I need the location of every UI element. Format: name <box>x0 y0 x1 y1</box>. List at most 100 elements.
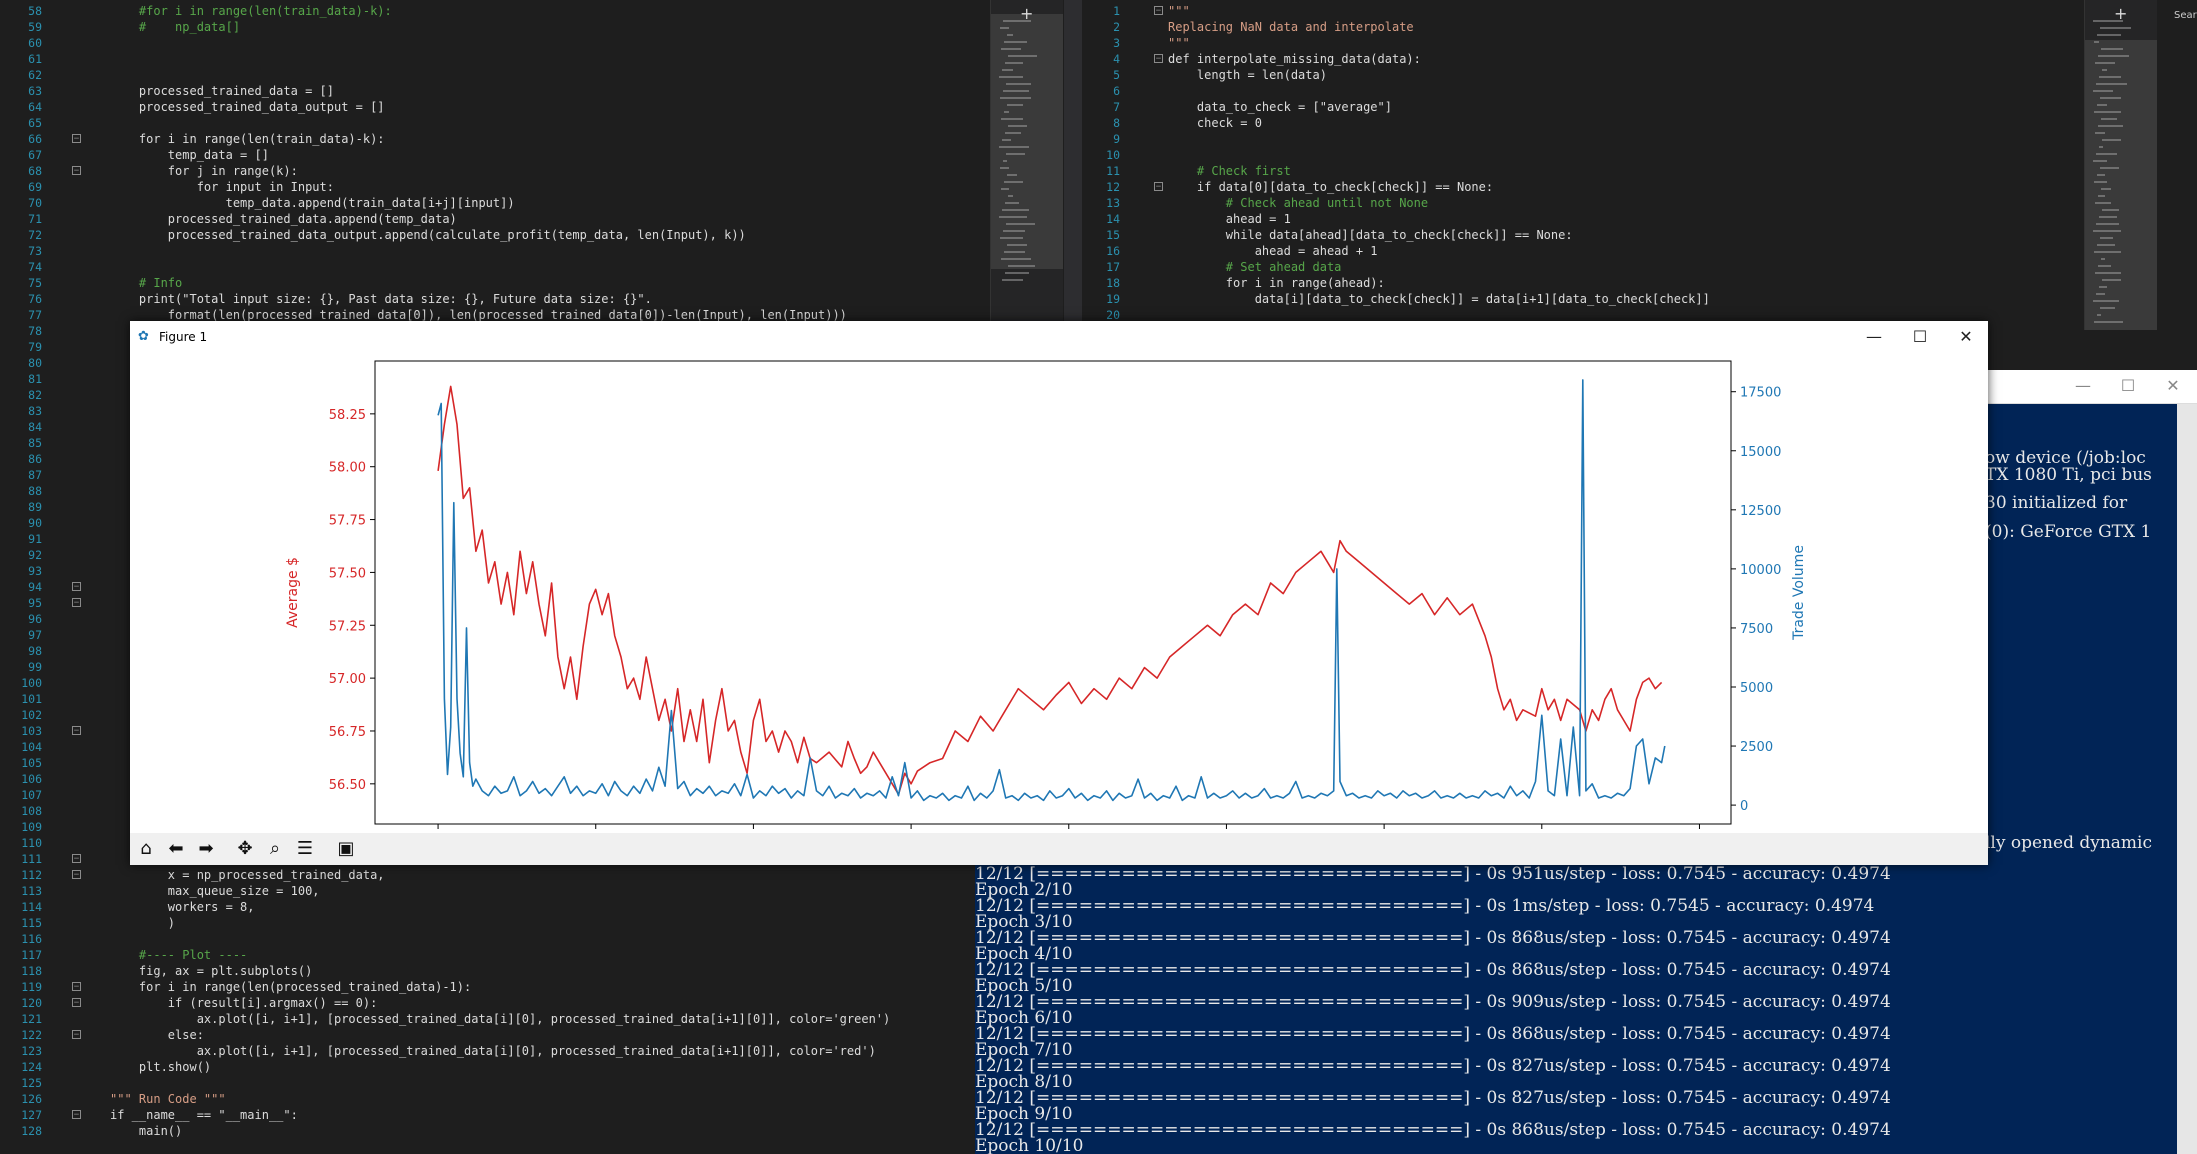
code-line[interactable]: 1 − """ <box>1090 3 2158 19</box>
code-line[interactable]: 75 # Info <box>0 275 1090 291</box>
code-line[interactable]: 127 − if __name__ == "__main__": <box>0 1107 1090 1123</box>
maximize-icon[interactable]: ☐ <box>2120 376 2136 395</box>
code-line[interactable]: 64 processed_trained_data_output = [] <box>0 99 1090 115</box>
fold-toggle-icon[interactable]: − <box>72 582 81 592</box>
code-line[interactable]: 77 format(len(processed_trained_data[0])… <box>0 307 1090 323</box>
code-line[interactable]: 20 <box>1090 307 2158 323</box>
code-line[interactable]: 8 check = 0 <box>1090 115 2158 131</box>
code-line[interactable]: 12 − if data[0][data_to_check[check]] == … <box>1090 179 2158 195</box>
code-line[interactable]: 118 fig, ax = plt.subplots() <box>0 963 1090 979</box>
code-line[interactable]: 115 ) <box>0 915 1090 931</box>
zoom-icon[interactable]: ⌕ <box>269 838 281 859</box>
code-line[interactable]: 4 − def interpolate_missing_data(data): <box>1090 51 2158 67</box>
code-line[interactable]: 76 print("Total input size: {}, Past dat… <box>0 291 1090 307</box>
fold-toggle-icon[interactable]: − <box>72 166 81 176</box>
fold-toggle-icon[interactable]: − <box>72 854 81 864</box>
code-line[interactable]: 5 length = len(data) <box>1090 67 2158 83</box>
code-line[interactable]: 108 <box>0 803 1090 819</box>
fold-toggle-icon[interactable]: − <box>1154 6 1163 16</box>
code-line[interactable]: 70 temp_data.append(train_data[i+j][inpu… <box>0 195 1090 211</box>
forward-icon[interactable]: ➡ <box>198 838 214 859</box>
code-line[interactable]: 15 while data[ahead][data_to_check[check… <box>1090 227 2158 243</box>
code-editor-right[interactable]: 1− """ 2 Replacing NaN data and interpolate… <box>1090 0 2158 330</box>
code-line[interactable]: 116 <box>0 931 1090 947</box>
code-line[interactable]: 72 processed_trained_data_output.append(… <box>0 227 1090 243</box>
code-line[interactable]: 109 <box>0 819 1090 835</box>
code-line[interactable]: 106 <box>0 771 1090 787</box>
back-icon[interactable]: ⬅ <box>168 838 184 859</box>
code-line[interactable]: 96 <box>0 611 1090 627</box>
fold-toggle-icon[interactable]: − <box>72 982 81 992</box>
maximize-icon[interactable]: ☐ <box>1912 327 1928 346</box>
code-line[interactable]: 66 − for i in range(len(train_data)-k): <box>0 131 1090 147</box>
code-line[interactable]: 93 <box>0 563 1090 579</box>
figure-titlebar[interactable]: ✿ Figure 1 — ☐ ✕ <box>130 321 1988 353</box>
close-icon[interactable]: ✕ <box>1959 327 1973 346</box>
fold-toggle-icon[interactable]: − <box>1154 182 1163 192</box>
minimap-thumb[interactable] <box>2085 40 2157 330</box>
code-line[interactable]: 103 − <box>0 723 1090 739</box>
home-icon[interactable]: ⌂ <box>140 838 152 859</box>
code-line[interactable]: 68 − for j in range(k): <box>0 163 1090 179</box>
code-minimap[interactable] <box>2084 0 2157 330</box>
code-line[interactable]: 71 processed_trained_data.append(temp_da… <box>0 211 1090 227</box>
code-line[interactable]: 95 − <box>0 595 1090 611</box>
code-line[interactable]: 69 for input in Input: <box>0 179 1090 195</box>
code-line[interactable]: 65 <box>0 115 1090 131</box>
save-icon[interactable]: ▣ <box>337 838 355 859</box>
code-line[interactable]: 107 <box>0 787 1090 803</box>
fold-toggle-icon[interactable]: − <box>72 726 81 736</box>
code-line[interactable]: 101 <box>0 691 1090 707</box>
code-line[interactable]: 78 <box>0 323 1090 339</box>
fold-toggle-icon[interactable]: − <box>72 870 81 880</box>
search-box[interactable]: Sear <box>2174 10 2197 21</box>
code-line[interactable]: 3 """ <box>1090 35 2158 51</box>
terminal-scrollbar[interactable] <box>2177 404 2197 1154</box>
code-line[interactable]: 13 # Check ahead until not None <box>1090 195 2158 211</box>
code-line[interactable]: 112 − x = np_processed_trained_data, <box>0 867 1090 883</box>
code-line[interactable]: 14 ahead = 1 <box>1090 211 2158 227</box>
fold-toggle-icon[interactable]: − <box>72 598 81 608</box>
code-line[interactable]: 128 main() <box>0 1123 1090 1139</box>
code-line[interactable]: 73 <box>0 243 1090 259</box>
fold-toggle-icon[interactable]: − <box>72 1030 81 1040</box>
pan-icon[interactable]: ✥ <box>237 838 253 859</box>
code-line[interactable]: 63 processed_trained_data = [] <box>0 83 1090 99</box>
minimize-icon[interactable]: — <box>2075 376 2091 395</box>
code-line[interactable]: 99 <box>0 659 1090 675</box>
code-line[interactable]: 121 ax.plot([i, i+1], [processed_trained… <box>0 1011 1090 1027</box>
code-line[interactable]: 19 data[i][data_to_check[check]] = data[… <box>1090 291 2158 307</box>
code-line[interactable]: 62 <box>0 67 1090 83</box>
chart-canvas[interactable]: 05010015020025030035040056.5056.7557.005… <box>130 353 1988 833</box>
minimize-icon[interactable]: — <box>1866 327 1882 346</box>
code-line[interactable]: 119 − for i in range(len(processed_traine… <box>0 979 1090 995</box>
code-line[interactable]: 85 <box>0 435 1090 451</box>
fold-toggle-icon[interactable]: − <box>72 134 81 144</box>
fold-toggle-icon[interactable]: − <box>72 998 81 1008</box>
code-line[interactable]: 59 # np_data[] <box>0 19 1090 35</box>
code-line[interactable]: 123 ax.plot([i, i+1], [processed_trained… <box>0 1043 1090 1059</box>
code-line[interactable]: 122 − else: <box>0 1027 1090 1043</box>
code-line[interactable]: 11 # Check first <box>1090 163 2158 179</box>
code-line[interactable]: 58 #for i in range(len(train_data)-k): <box>0 3 1090 19</box>
code-line[interactable]: 97 <box>0 627 1090 643</box>
code-line[interactable]: 7 data_to_check = ["average"] <box>1090 99 2158 115</box>
code-line[interactable]: 74 <box>0 259 1090 275</box>
code-line[interactable]: 104 <box>0 739 1090 755</box>
code-line[interactable]: 125 <box>0 1075 1090 1091</box>
code-line[interactable]: 113 max_queue_size = 100, <box>0 883 1090 899</box>
fold-toggle-icon[interactable]: − <box>1154 54 1163 64</box>
code-line[interactable]: 2 Replacing NaN data and interpolate <box>1090 19 2158 35</box>
code-line[interactable]: 117 #---- Plot ---- <box>0 947 1090 963</box>
code-line[interactable]: 83 <box>0 403 1090 419</box>
code-line[interactable]: 18 for i in range(ahead): <box>1090 275 2158 291</box>
minimap-thumb[interactable] <box>991 14 1063 269</box>
code-line[interactable]: 67 temp_data = [] <box>0 147 1090 163</box>
configure-icon[interactable]: ☰ <box>296 838 314 859</box>
code-line[interactable]: 10 <box>1090 147 2158 163</box>
code-line[interactable]: 16 ahead = ahead + 1 <box>1090 243 2158 259</box>
code-line[interactable]: 126 """ Run Code """ <box>0 1091 1090 1107</box>
figure-window[interactable]: ✿ Figure 1 — ☐ ✕ 05010015020025030035040… <box>130 321 1988 865</box>
code-line[interactable]: 114 workers = 8, <box>0 899 1090 915</box>
code-line[interactable]: 124 plt.show() <box>0 1059 1090 1075</box>
